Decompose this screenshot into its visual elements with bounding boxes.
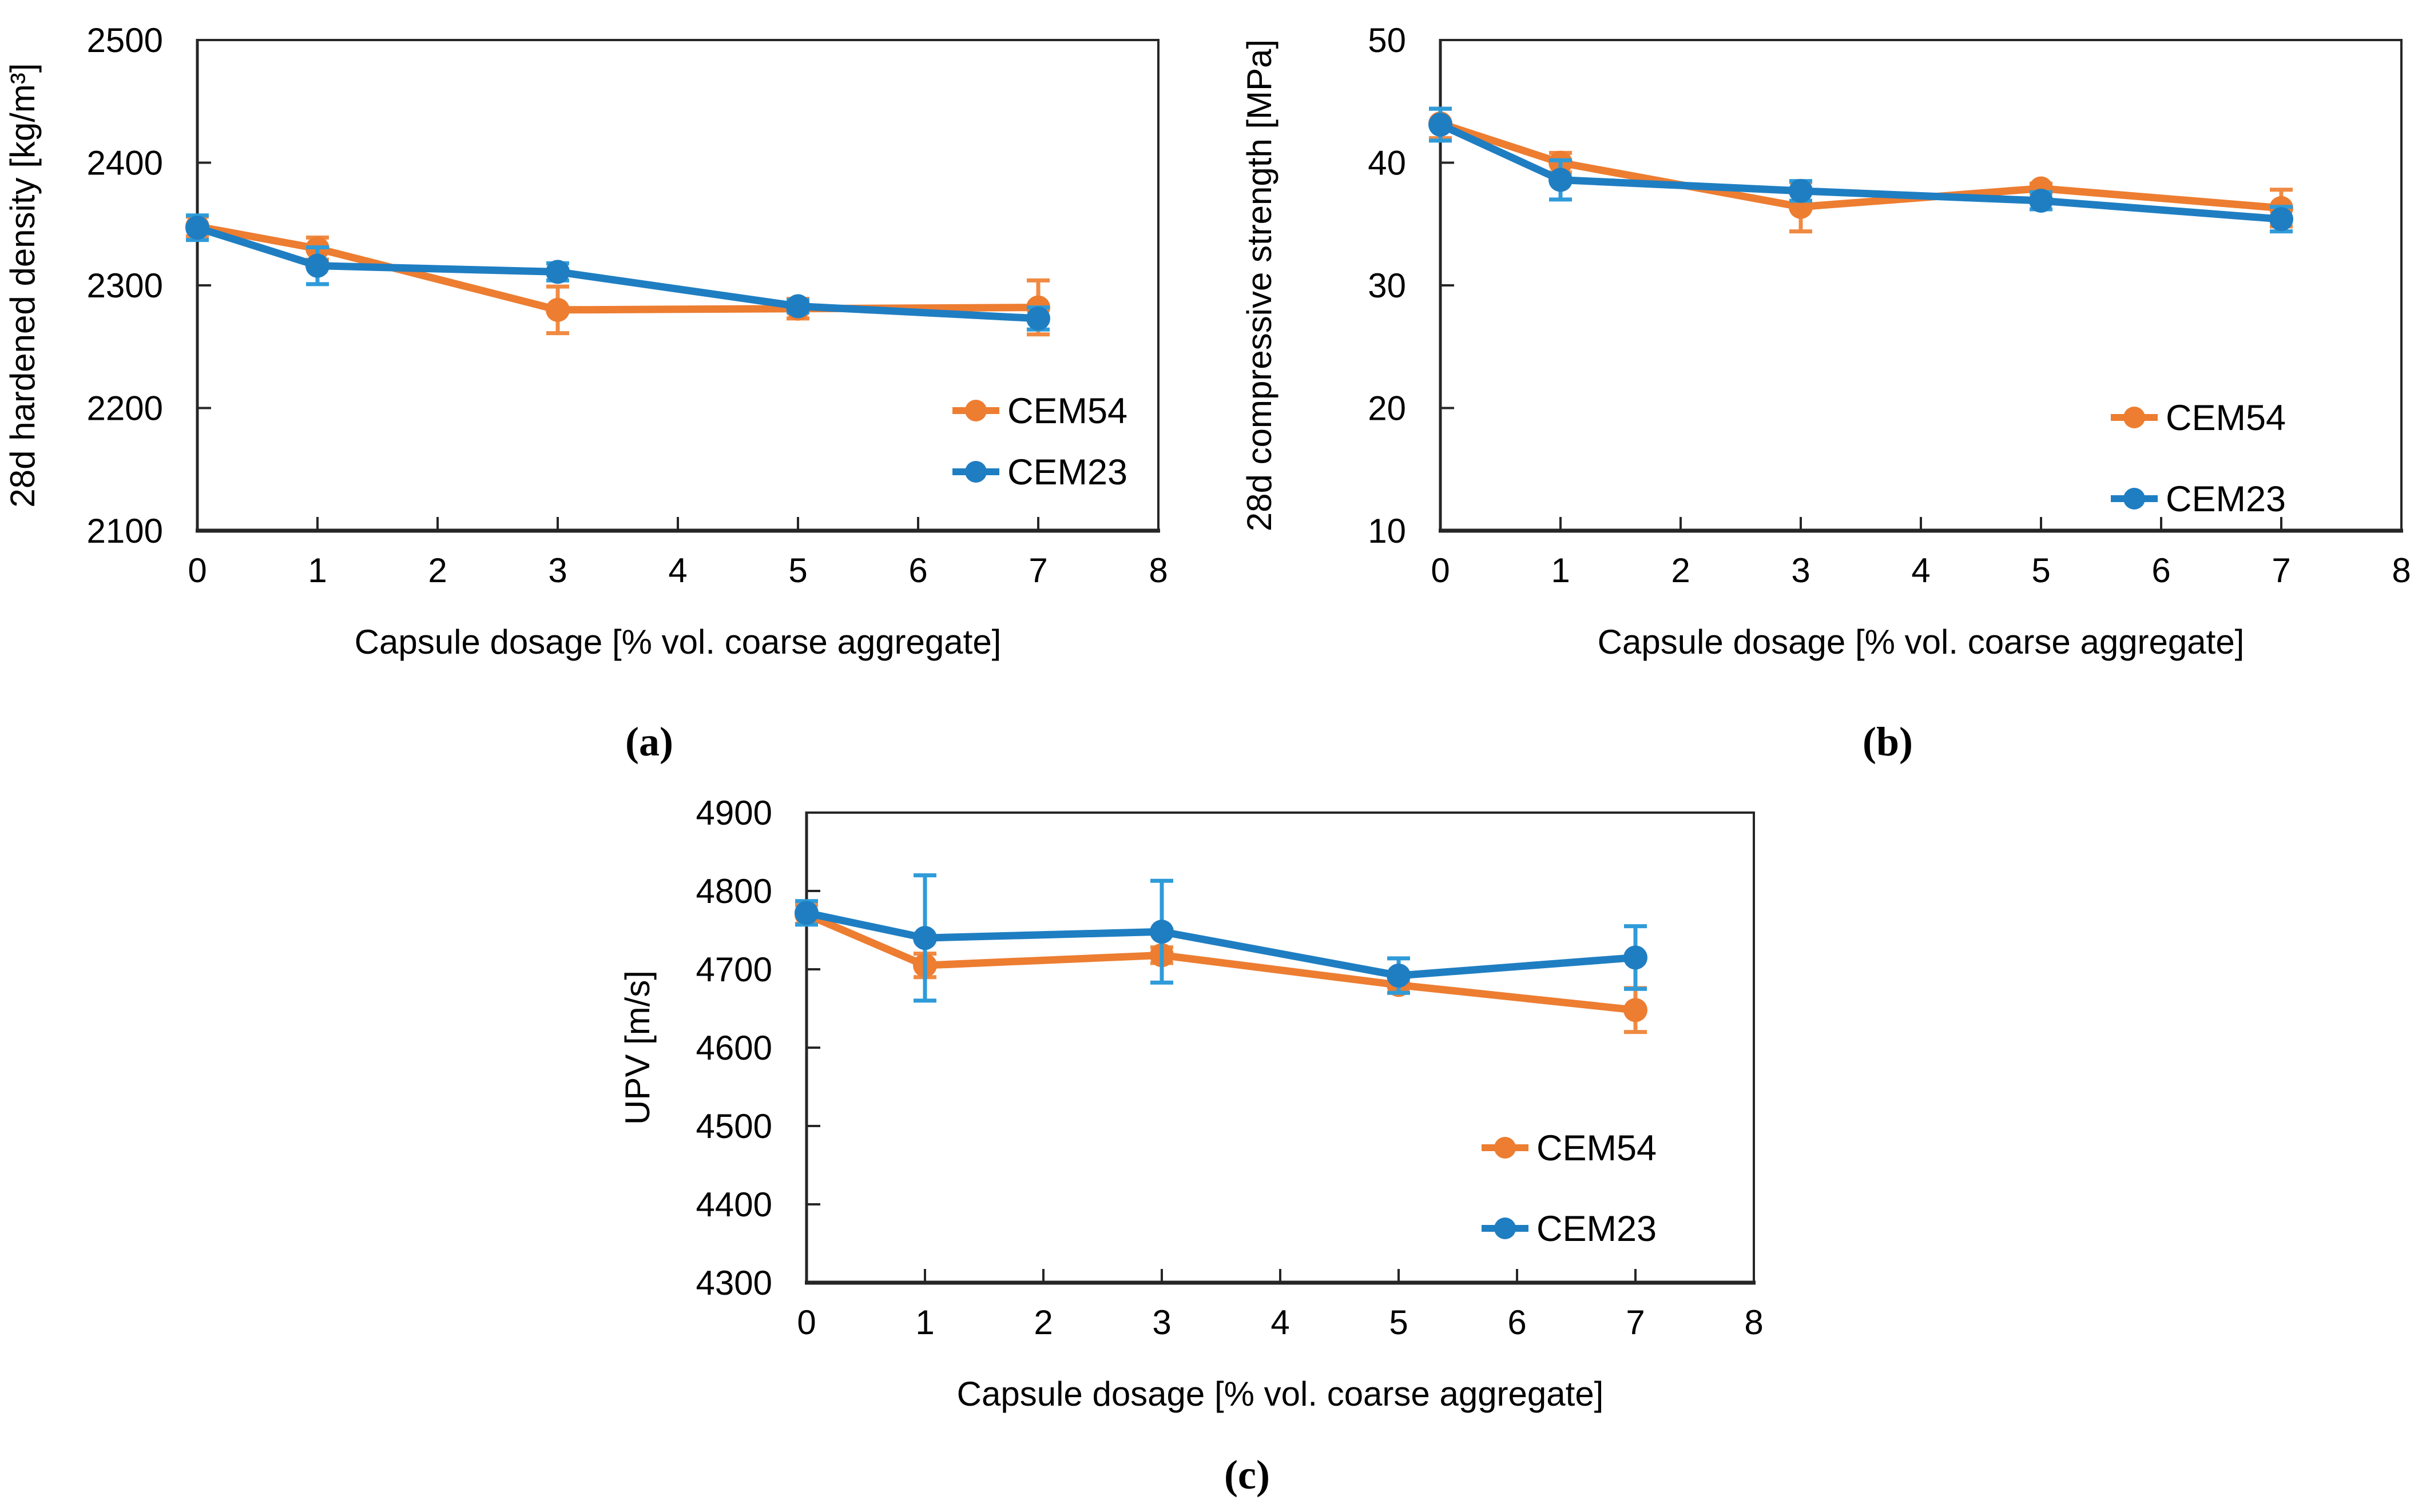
legend-a: CEM54 CEM23 (952, 391, 1127, 492)
caption-c: (c) (1224, 1452, 1270, 1498)
legend-marker-cem23 (2123, 488, 2145, 510)
y-tick-label: 40 (1368, 144, 1406, 182)
x-tick-label: 3 (548, 551, 567, 590)
x-tick-label: 1 (915, 1303, 934, 1342)
y-tick-label: 4600 (696, 1029, 772, 1067)
data-point-cem23 (1789, 178, 1813, 203)
data-point-cem23 (1428, 113, 1452, 137)
legend-c: CEM54 CEM23 (1482, 1128, 1657, 1249)
data-point-cem54 (1623, 998, 1647, 1022)
x-axis-title: Capsule dosage [% vol. coarse aggregate] (957, 1375, 1604, 1413)
caption-a: (a) (625, 719, 673, 765)
data-point-cem23 (795, 901, 819, 925)
legend-marker-cem23 (1494, 1217, 1516, 1239)
legend-label-cem54: CEM54 (1536, 1128, 1657, 1168)
legend-marker-cem54 (1494, 1137, 1516, 1159)
y-tick-label: 2100 (87, 512, 163, 550)
data-point-cem23 (1387, 963, 1411, 988)
x-tick-label: 6 (908, 551, 927, 590)
chart-compressive-strength: 0 1 2 3 4 5 6 7 8 10 20 30 40 50 Capsule dosage [% vol… (1204, 0, 2434, 772)
x-tick-label: 6 (1507, 1303, 1526, 1342)
x-tick-label: 5 (788, 551, 807, 590)
y-tick-label: 10 (1368, 512, 1406, 550)
x-tick-label: 4 (668, 551, 687, 590)
legend-label-cem23: CEM23 (1007, 452, 1127, 492)
legend-label-cem54: CEM54 (2166, 398, 2286, 438)
chart-compressive-strength-canvas: 0 1 2 3 4 5 6 7 8 10 20 30 40 50 Capsule dosage [% vol… (1240, 21, 2411, 661)
legend-marker-cem54 (965, 400, 987, 421)
y-tick-label: 20 (1368, 389, 1406, 428)
series-cem23 (1428, 106, 2293, 234)
y-tick-label: 4500 (696, 1107, 772, 1145)
x-tick-label: 0 (797, 1303, 816, 1342)
x-tick-label: 4 (1270, 1303, 1289, 1342)
chart-upv-canvas: 0 1 2 3 4 5 6 7 8 4300 4400 4500 4600 4700 4800 4900 Cap… (618, 794, 1764, 1413)
x-tick-label: 0 (1431, 551, 1450, 590)
x-tick-label: 8 (1149, 551, 1168, 590)
x-axis-title: Capsule dosage [% vol. coarse aggregate] (1598, 623, 2245, 661)
x-tick-label: 7 (2272, 551, 2290, 590)
data-point-cem23 (2269, 207, 2293, 232)
x-tick-label: 4 (1911, 551, 1930, 590)
data-point-cem23 (913, 926, 937, 950)
x-tick-label: 2 (1671, 551, 1690, 590)
y-tick-label: 4700 (696, 950, 772, 989)
x-tick-label: 7 (1029, 551, 1047, 590)
y-tick-label: 2400 (87, 144, 163, 182)
y-tick-label: 4300 (696, 1264, 772, 1302)
data-point-cem23 (786, 294, 810, 319)
axes-c: 0 1 2 3 4 5 6 7 8 4300 4400 4500 4600 4700 4800 4900 Cap… (618, 794, 1764, 1413)
y-axis-title: 28d hardened density [kg/m³] (3, 63, 42, 507)
data-point-cem23 (1548, 168, 1573, 192)
y-tick-label: 2200 (87, 389, 163, 428)
y-tick-label: 30 (1368, 266, 1406, 305)
x-tick-label: 1 (1551, 551, 1570, 590)
x-tick-label: 2 (428, 551, 447, 590)
data-point-cem23 (1623, 945, 1647, 970)
data-point-cem23 (305, 253, 329, 278)
x-tick-label: 1 (308, 551, 327, 590)
legend-label-cem23: CEM23 (1536, 1209, 1657, 1249)
data-point-cem54 (546, 297, 570, 322)
x-tick-label: 8 (1744, 1303, 1763, 1342)
x-axis-title: Capsule dosage [% vol. coarse aggregate] (355, 623, 1002, 661)
y-tick-label: 4400 (696, 1185, 772, 1224)
legend-marker-cem54 (2123, 407, 2145, 428)
data-point-cem23 (1026, 306, 1050, 331)
y-tick-label: 4800 (696, 872, 772, 910)
x-tick-label: 6 (2151, 551, 2170, 590)
caption-b: (b) (1863, 719, 1913, 765)
series-cem23 (795, 873, 1647, 1003)
y-tick-label: 2300 (87, 266, 163, 305)
x-tick-label: 3 (1152, 1303, 1171, 1342)
chart-hardened-density: 0 1 2 3 4 5 6 7 8 2100 2200 2300 2400 2500 Capsule dos… (0, 0, 1230, 772)
x-tick-label: 2 (1034, 1303, 1053, 1342)
legend-marker-cem23 (965, 461, 987, 483)
y-axis-title: UPV [m/s] (618, 970, 657, 1125)
x-tick-label: 0 (188, 551, 207, 590)
chart-hardened-density-canvas: 0 1 2 3 4 5 6 7 8 2100 2200 2300 2400 2500 Capsule dos… (3, 21, 1168, 661)
x-tick-label: 8 (2392, 551, 2411, 590)
series-cem23 (185, 213, 1050, 332)
legend-b: CEM54 CEM23 (2111, 398, 2286, 519)
y-tick-label: 2500 (87, 21, 163, 59)
data-point-cem23 (185, 216, 209, 240)
x-tick-label: 5 (2031, 551, 2050, 590)
axes-a: 0 1 2 3 4 5 6 7 8 2100 2200 2300 2400 2500 Capsule dos… (3, 21, 1168, 661)
y-axis-title: 28d compressive strength [MPa] (1240, 39, 1278, 531)
data-point-cem23 (546, 260, 570, 284)
x-tick-label: 5 (1389, 1303, 1408, 1342)
x-tick-label: 7 (1626, 1303, 1645, 1342)
axes-b: 0 1 2 3 4 5 6 7 8 10 20 30 40 50 Capsule dosage [% vol… (1240, 21, 2411, 661)
data-point-cem23 (2029, 188, 2053, 213)
y-tick-label: 4900 (696, 794, 772, 832)
x-tick-label: 3 (1791, 551, 1810, 590)
chart-upv: 0 1 2 3 4 5 6 7 8 4300 4400 4500 4600 4700 4800 4900 Cap… (601, 761, 1859, 1512)
y-tick-label: 50 (1368, 21, 1406, 59)
legend-label-cem23: CEM23 (2166, 479, 2286, 519)
legend-label-cem54: CEM54 (1007, 391, 1127, 431)
data-point-cem23 (1150, 920, 1174, 944)
